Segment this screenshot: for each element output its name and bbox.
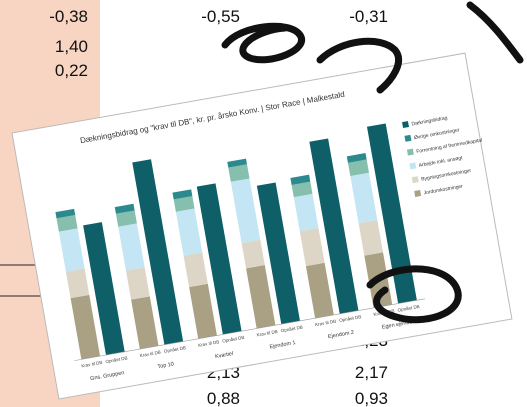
bar-segment [70,294,101,360]
bar-segment [246,265,276,329]
cell: 1,40 [55,37,88,56]
bar-label: Krav til DB [139,350,161,359]
bar-segment [227,158,248,168]
category-label: Top 10 [157,361,174,370]
bar-segment [228,164,250,182]
scribble [366,265,462,324]
cell: 0,88 [207,389,240,407]
category-label: Kvartiel [215,351,234,360]
bar-segment [114,203,135,214]
scribble [466,1,524,64]
bar-segment [189,283,217,339]
bar-segment [125,267,150,300]
bar-segment [172,189,193,200]
bar-label: Opnået DB [397,303,420,313]
legend-swatch [404,134,412,142]
bar-segment [241,239,265,269]
axis-line [74,298,426,361]
cell: 0,93 [355,389,388,407]
bar-segment [347,159,369,177]
bar-segment [115,210,137,227]
category-label: Ejendom 1 [269,340,296,350]
bar-segment [56,215,78,232]
bar-segment [118,223,145,271]
bar-segment [293,193,319,232]
legend-swatch [402,121,409,129]
bar-label: Opnået DB [280,324,303,334]
bar-segment [230,178,261,243]
bar-label: Opnået DB [222,334,245,344]
bar-segment [131,296,159,350]
bar [132,159,184,345]
scribbles [221,1,524,324]
bar-segment [173,196,195,212]
scribble [316,37,403,94]
legend-swatch [406,148,414,156]
bar-segment [299,227,325,267]
bar-label: Opnået DB [339,313,362,323]
bar-label: Krav til DB [81,360,103,369]
bar [196,183,242,335]
bar-segment [358,219,384,256]
bar [83,222,125,356]
cell: 0,22 [55,61,88,80]
bar [366,123,417,304]
scribble [221,22,305,64]
cell: 2,17 [355,363,388,382]
category-label: Gns. Gruppen [90,370,125,382]
bar-segment [55,208,76,219]
legend-swatch [411,176,419,184]
bar-segment [183,252,208,288]
bar-label: Krav til DB [256,329,278,338]
bar [309,138,359,314]
bar-segment [350,172,378,224]
cell: -0,31 [349,7,388,26]
legend-swatch [414,190,422,197]
bar-segment [65,268,90,299]
bar-segment [305,262,334,319]
cell: -0,38 [49,7,88,26]
bar-label: Krav til DB [315,319,337,328]
bar-label: Krav til DB [198,339,220,348]
bar-segment [58,228,85,272]
bar-label: Opnået DB [105,354,128,364]
category-label: Ejendom 2 [328,330,355,340]
bar-segment [175,208,203,256]
bar-segment [291,181,313,198]
bar-segment [346,153,367,163]
bar-segment [290,174,311,185]
cell: -0,55 [201,7,240,26]
legend-swatch [409,162,417,170]
bar-label: Opnået DB [163,344,186,354]
bar [256,182,300,325]
